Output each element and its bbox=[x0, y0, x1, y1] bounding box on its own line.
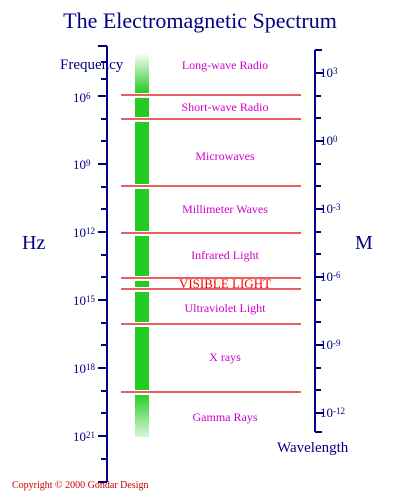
wavelength-tick-label: 10-12 bbox=[320, 405, 345, 420]
spectrum-bar-top-fade bbox=[135, 53, 149, 93]
band-label-infrared-light: Infrared Light bbox=[191, 248, 259, 262]
frequency-minor-ticks bbox=[101, 61, 107, 460]
band-label-short-wave-radio: Short-wave Radio bbox=[181, 100, 269, 114]
frequency-tick-label: 1012 bbox=[73, 225, 95, 240]
band-dividers bbox=[121, 93, 301, 395]
band-divider bbox=[121, 117, 301, 122]
band-divider bbox=[121, 231, 301, 236]
band-divider bbox=[121, 93, 301, 98]
frequency-unit-label: Hz bbox=[22, 232, 46, 254]
frequency-axis bbox=[98, 45, 108, 483]
spectrum-bar-bottom-fade bbox=[135, 393, 149, 437]
band-divider bbox=[121, 287, 301, 292]
band-label-millimeter-waves: Millimeter Waves bbox=[182, 202, 268, 216]
band-label-long-wave-radio: Long-wave Radio bbox=[181, 58, 269, 72]
frequency-tick-label: 1015 bbox=[73, 293, 95, 308]
band-label-gamma-rays: Gamma Rays bbox=[192, 410, 258, 424]
band-divider bbox=[121, 390, 301, 395]
frequency-tick-label: 1021 bbox=[73, 429, 95, 444]
wavelength-unit-label: M bbox=[355, 232, 373, 254]
wavelength-tick-label: 103 bbox=[320, 65, 338, 80]
wavelength-minor-ticks bbox=[315, 95, 321, 391]
band-divider bbox=[121, 184, 301, 189]
wavelength-tick-label: 10-9 bbox=[320, 337, 341, 352]
wavelength-axis bbox=[314, 49, 324, 433]
wavelength-tick-label: 100 bbox=[320, 133, 338, 148]
diagram-title: The Electromagnetic Spectrum bbox=[63, 8, 337, 33]
band-label-visible-light: VISIBLE LIGHT bbox=[178, 276, 272, 291]
wavelength-major-ticks bbox=[315, 72, 324, 414]
band-divider bbox=[121, 322, 301, 327]
band-label-x-rays: X rays bbox=[209, 350, 241, 364]
frequency-tick-label: 1018 bbox=[73, 361, 95, 376]
copyright-notice: Copyright © 2000 Gondar Design bbox=[12, 480, 149, 491]
frequency-tick-label: 109 bbox=[73, 157, 91, 172]
band-label-microwaves: Microwaves bbox=[195, 149, 255, 163]
wavelength-tick-label: 10-3 bbox=[320, 201, 341, 216]
frequency-axis-label: Frequency bbox=[60, 57, 124, 73]
frequency-tick-label: 106 bbox=[73, 90, 91, 105]
wavelength-axis-label: Wavelength bbox=[277, 440, 349, 456]
band-label-ultraviolet-light: Ultraviolet Light bbox=[184, 301, 266, 315]
spectrum-bar-body bbox=[135, 93, 149, 393]
band-divider bbox=[121, 276, 301, 281]
spectrum-bar bbox=[135, 53, 149, 437]
wavelength-tick-label: 10-6 bbox=[320, 269, 341, 284]
